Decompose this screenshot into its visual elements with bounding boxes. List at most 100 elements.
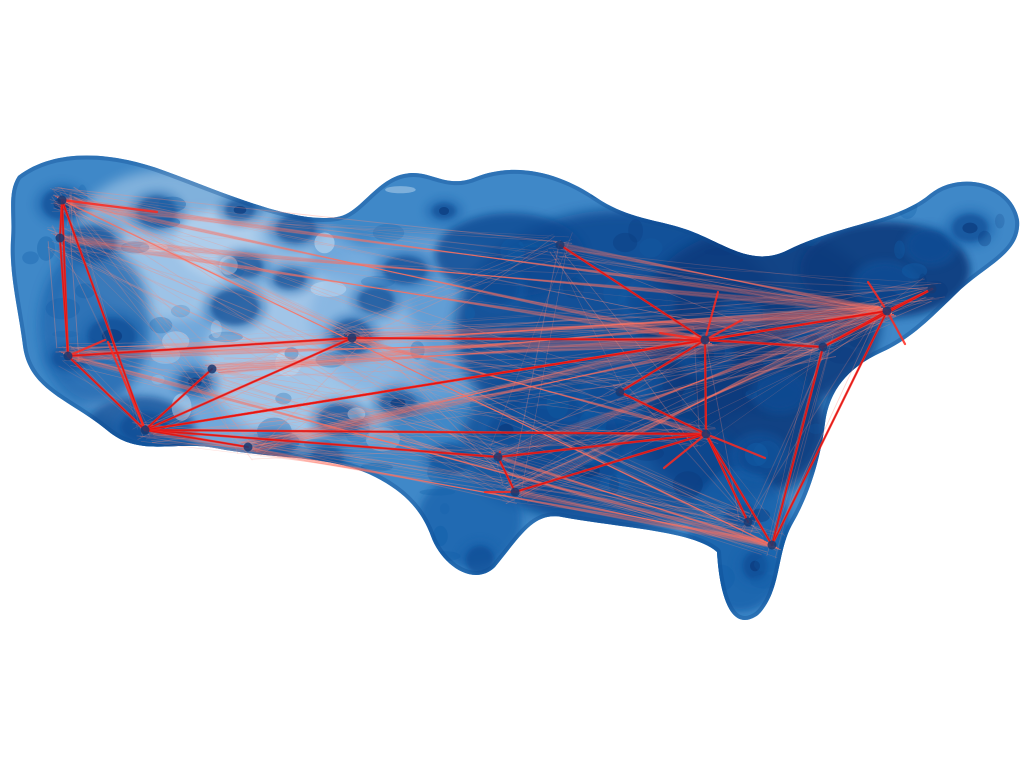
density-speckle-39	[45, 297, 80, 320]
network-edge-faint-115	[630, 347, 702, 394]
density-speckle-45	[560, 328, 594, 346]
network-edge-bundle-11-2	[344, 314, 895, 335]
density-speckle-96	[953, 578, 979, 585]
network-edge-faint-137	[56, 287, 925, 348]
network-edge-bundle-9-3	[243, 312, 893, 446]
network-edge-bundle-12-1	[342, 332, 716, 440]
network-edge-bundle-9-9	[256, 305, 879, 453]
network-edge-faint-127	[247, 286, 931, 445]
network-edge-bundle-14-3	[510, 312, 893, 491]
network-edge-bundle-5-2	[52, 233, 713, 345]
network-edge-bundle-12-9	[360, 342, 698, 430]
density-hotspot-2	[64, 226, 116, 262]
network-edge-faint-77	[259, 444, 517, 504]
density-speckle-54	[704, 248, 736, 256]
network-edge-faint-66	[69, 235, 80, 362]
network-edge-faint-91	[57, 186, 820, 348]
density-speckle-155	[832, 198, 865, 211]
network-edge-bundle-10-4	[245, 340, 708, 447]
network-edge-faint-45	[64, 229, 829, 348]
density-hotspot-11	[276, 215, 316, 243]
network-edge-faint-3	[510, 240, 561, 487]
density-speckle-135	[827, 346, 857, 364]
network-edge-core-7	[144, 337, 353, 431]
density-speckle-164	[795, 548, 808, 564]
density-speckle-114	[573, 456, 608, 463]
network-edge-bundle-9-7	[252, 308, 883, 450]
density-hotspot-36	[318, 404, 362, 436]
network-edge-faint-83	[626, 314, 888, 384]
density-hotspot-17	[478, 271, 518, 305]
network-edge-core-19	[705, 433, 773, 546]
density-speckle-88	[469, 397, 495, 413]
density-speckle-92	[301, 488, 320, 499]
network-local-spoke-10	[106, 340, 147, 432]
density-hotspot-21	[527, 392, 583, 432]
density-speckle-141	[830, 482, 841, 501]
density-speckle-44	[859, 440, 883, 447]
network-edge-faint-145	[628, 316, 881, 386]
network-edge-bundle-19-1	[52, 194, 782, 551]
flight-network	[46, 186, 945, 559]
density-speckle-6	[834, 524, 849, 546]
density-speckle-48	[347, 407, 366, 421]
network-edge-faint-14	[74, 197, 719, 444]
network-edge-faint-67	[62, 360, 144, 430]
density-speckle-41	[702, 337, 725, 365]
network-edge-faint-42	[557, 255, 898, 311]
network-edge-bundle-20-8	[566, 248, 881, 308]
network-edge-faint-206	[70, 247, 259, 436]
network-edge-bundle-9-2	[240, 314, 895, 444]
density-speckle-136	[735, 280, 760, 306]
network-edge-faint-143	[234, 439, 738, 522]
density-speckle-119	[978, 230, 992, 247]
network-edge-core-16	[704, 310, 888, 341]
network-edge-bundle-19-7	[66, 202, 768, 543]
network-edge-faint-194	[490, 451, 754, 531]
network-edge-faint-161	[614, 313, 877, 386]
density-speckle-107	[864, 559, 878, 582]
network-edge-faint-134	[702, 317, 889, 430]
network-edge-faint-179	[363, 286, 928, 339]
network-edge-core-27	[619, 339, 706, 393]
density-speckle-171	[385, 186, 416, 194]
network-edge-faint-111	[502, 500, 743, 530]
network-edge-bundle-10-3	[243, 341, 711, 446]
density-speckle-58	[603, 279, 627, 306]
network-edge-core-8	[144, 429, 499, 458]
network-edge-faint-56	[553, 249, 629, 400]
network-edge-core-6	[67, 337, 353, 357]
network-edge-faint-168	[47, 228, 750, 514]
network-edge-bundle-11-4	[349, 311, 890, 338]
network-edge-faint-211	[238, 435, 707, 438]
network-edge-bundle-19-4	[59, 198, 775, 547]
network-edge-faint-119	[223, 349, 819, 369]
network-edge-core-21	[771, 310, 888, 546]
density-speckle-110	[790, 524, 827, 537]
network-local-spoke-7	[885, 309, 907, 346]
density-speckle-84	[546, 390, 569, 419]
network-edge-bundle-8-3	[207, 341, 711, 368]
density-speckle-108	[579, 418, 602, 443]
network-edge-faint-46	[505, 302, 888, 504]
network-edge-faint-57	[516, 323, 891, 485]
density-speckle-67	[979, 564, 1004, 573]
density-speckle-167	[628, 219, 643, 243]
network-node-10	[767, 540, 777, 550]
density-speckle-94	[99, 520, 133, 546]
network-edge-bundle-3-1	[58, 315, 897, 352]
network-edge-faint-120	[512, 488, 757, 532]
network-edge-faint-49	[347, 345, 616, 381]
network-edge-bundle-2-6	[63, 200, 886, 311]
network-edge-faint-75	[359, 327, 497, 470]
density-speckle-47	[852, 455, 867, 469]
network-edge-faint-188	[156, 421, 502, 452]
network-edge-bundle-6-1	[50, 232, 897, 317]
network-edge-bundle-1-4	[59, 198, 708, 342]
density-speckle-74	[864, 532, 894, 545]
density-hotspot-35	[466, 546, 494, 574]
density-speckle-38	[720, 204, 732, 225]
network-edge-faint-44	[76, 347, 610, 383]
density-core-31	[962, 222, 978, 234]
network-node-15	[555, 240, 565, 250]
